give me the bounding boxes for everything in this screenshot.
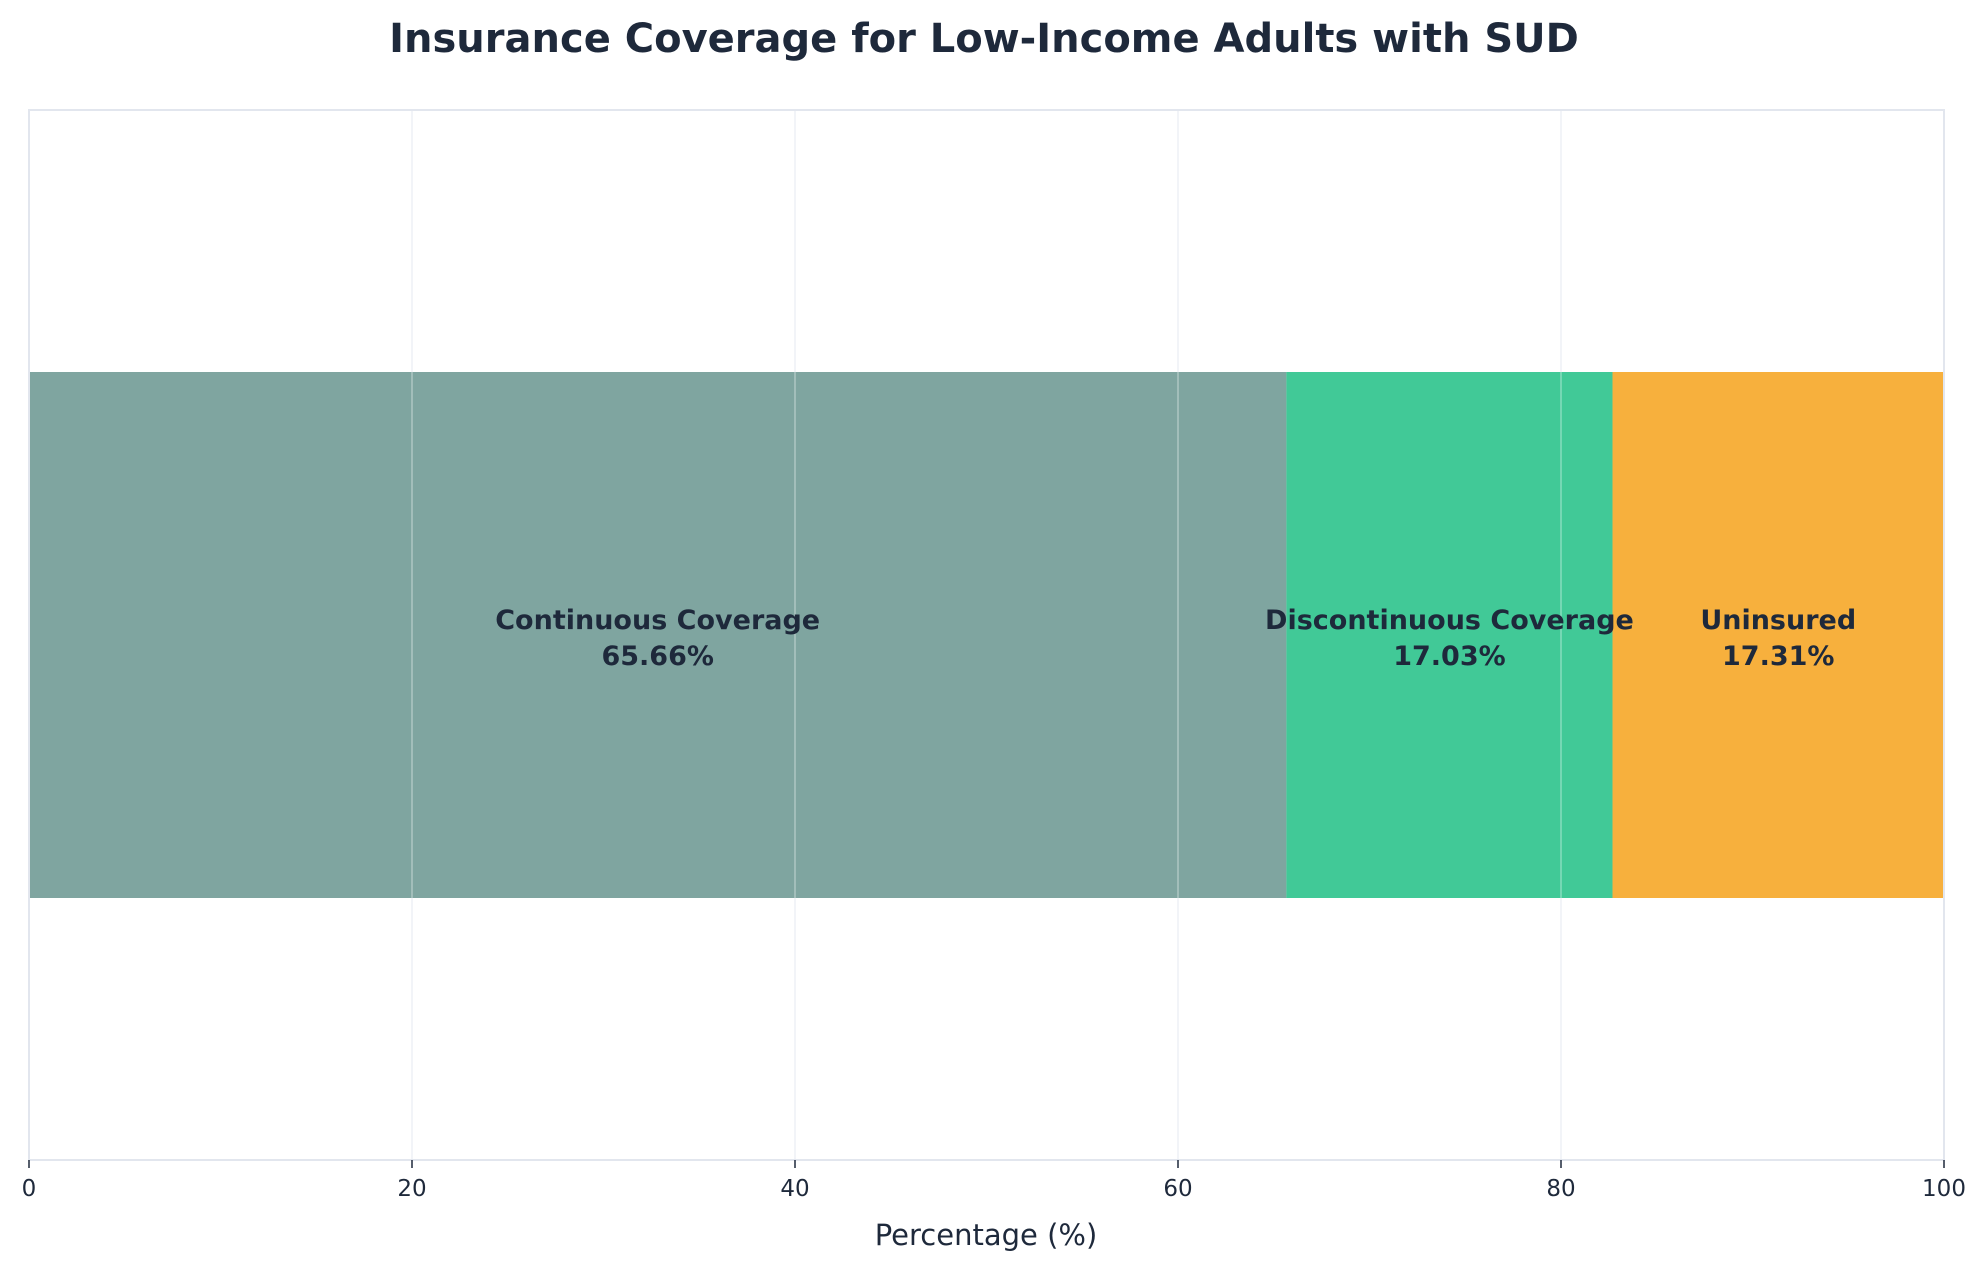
chart-title: Insurance Coverage for Low-Income Adults…: [389, 16, 1579, 62]
x-tick-label: 40: [780, 1176, 809, 1202]
x-axis-ticks: 0 20 40 60 80 100: [22, 1160, 1966, 1202]
segment-name-label: Continuous Coverage: [495, 605, 820, 636]
x-tick-label: 100: [1922, 1176, 1966, 1202]
x-tick-label: 80: [1546, 1176, 1575, 1202]
bar-segment: [1612, 372, 1944, 898]
bar-segment: [29, 372, 1287, 898]
segment-value-label: 17.31%: [1722, 641, 1834, 672]
segment-name-label: Uninsured: [1700, 605, 1856, 636]
segment-value-label: 17.03%: [1393, 641, 1505, 672]
x-tick-label: 60: [1163, 1176, 1192, 1202]
segment-labels: Continuous Coverage 65.66% Discontinuous C…: [495, 605, 1856, 672]
bar-segment: [1286, 372, 1613, 898]
segment-value-label: 65.66%: [601, 641, 713, 672]
plot-frame: [28, 109, 1945, 1161]
segment-name-label: Discontinuous Coverage: [1265, 605, 1634, 636]
x-tick-label: 0: [22, 1176, 37, 1202]
bar-segments: [29, 372, 1944, 898]
x-tick-label: 20: [397, 1176, 426, 1202]
grid-lines-over-bars: [411, 372, 1562, 898]
x-axis-label: Percentage (%): [875, 1218, 1098, 1252]
